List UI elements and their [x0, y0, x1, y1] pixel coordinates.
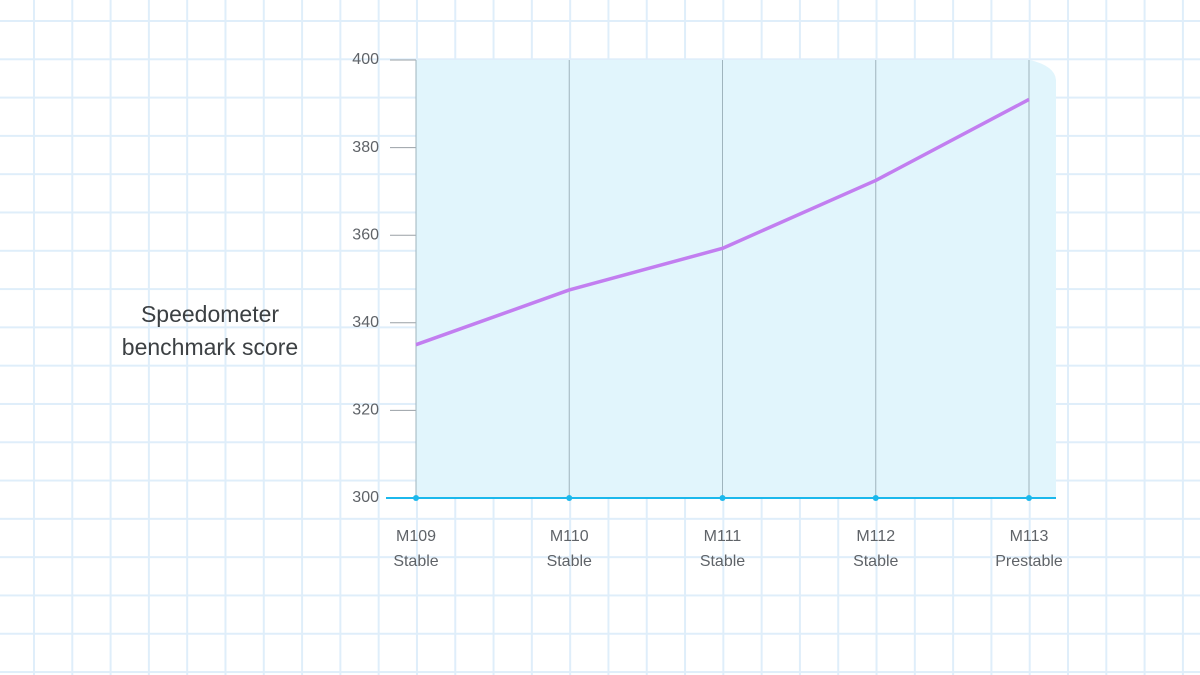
x-tick	[872, 495, 879, 501]
x-tick-label: M110	[550, 528, 589, 545]
line-series	[415, 97, 1030, 347]
y-tick-label: 300	[352, 489, 379, 506]
x-tick-label: Stable	[700, 553, 745, 570]
x-tick-label: Prestable	[995, 553, 1063, 570]
x-tick	[719, 495, 726, 501]
x-tick-label: Stable	[393, 553, 438, 570]
x-tick-label: M112	[856, 528, 895, 545]
x-tick-label: M113	[1010, 528, 1049, 545]
x-tick	[413, 495, 419, 501]
x-tick-label: M109	[396, 528, 436, 545]
y-axis-label: Speedometer benchmark score	[121, 301, 299, 360]
y-tick-label: 380	[352, 139, 379, 156]
x-tick	[1026, 495, 1032, 501]
x-tick-label: Stable	[547, 553, 592, 570]
y-tick-label: 400	[352, 51, 379, 68]
x-tick-label: M111	[704, 528, 742, 545]
x-tick-label: Stable	[853, 553, 898, 570]
y-tick-label: 360	[352, 226, 379, 243]
y-tick-label: 340	[352, 314, 379, 331]
plot-area	[416, 60, 1056, 498]
y-tick-label: 320	[352, 402, 379, 419]
x-tick	[566, 495, 573, 501]
